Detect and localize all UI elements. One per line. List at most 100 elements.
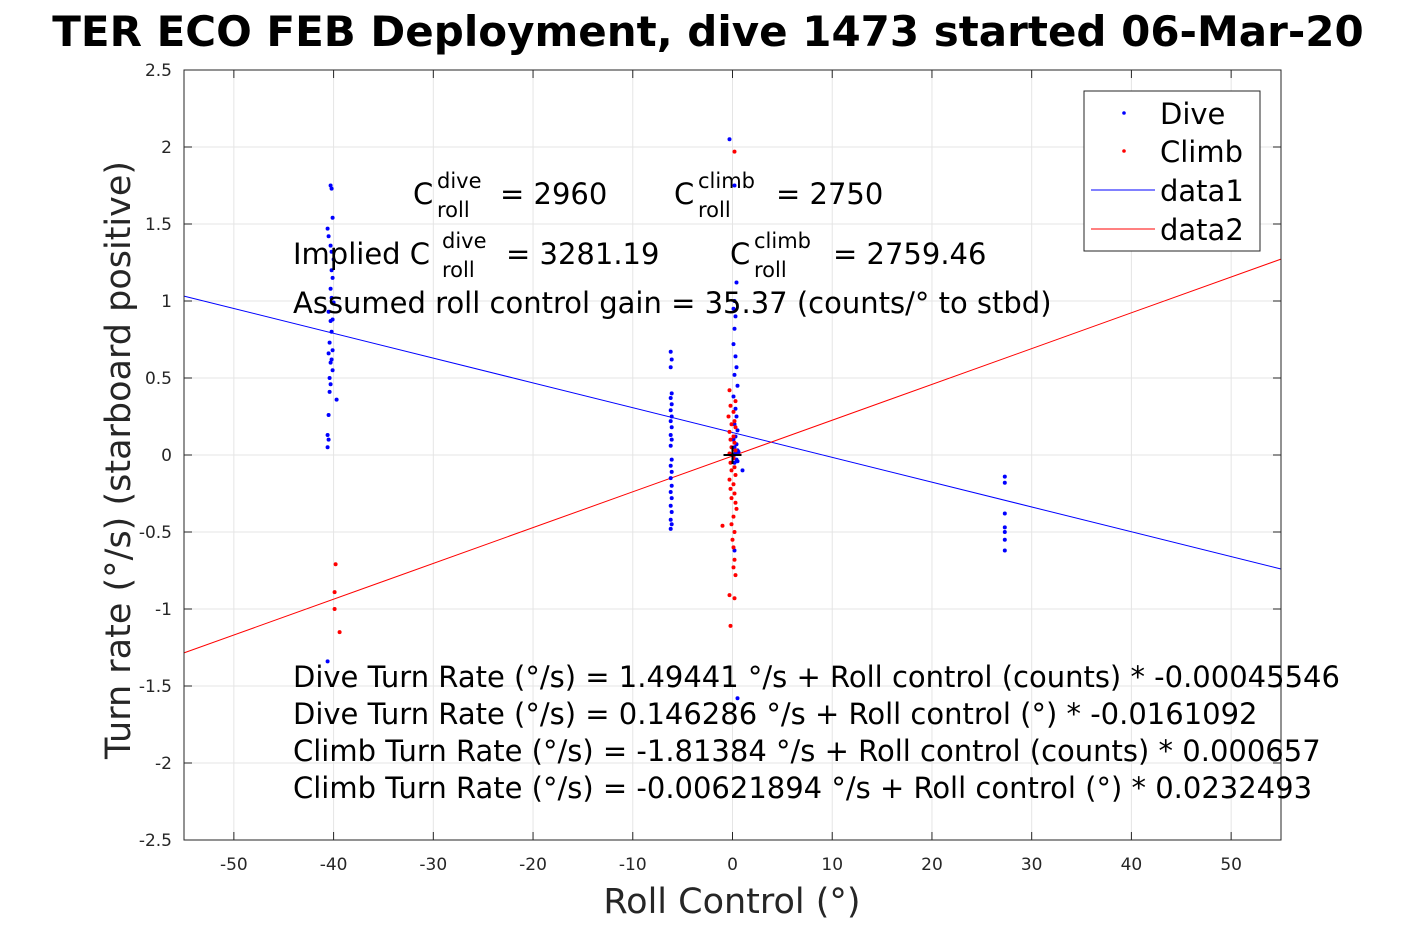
climb-point bbox=[731, 434, 736, 439]
dive-point bbox=[735, 696, 740, 701]
c-roll-dive-annotation: C dive roll = 2960 bbox=[413, 169, 607, 222]
dive-point bbox=[669, 391, 674, 396]
dive-point bbox=[668, 433, 673, 437]
c-roll-dive-sup: dive bbox=[437, 169, 482, 193]
x-tick-label: -10 bbox=[619, 855, 647, 875]
dive-point bbox=[668, 365, 673, 370]
climb-point bbox=[732, 530, 737, 534]
dive-point bbox=[328, 319, 333, 323]
dive-point bbox=[669, 414, 674, 419]
dive-fit-deg-annotation: Dive Turn Rate (°/s) = 0.146286 °/s + Ro… bbox=[293, 697, 1258, 731]
dive-point bbox=[325, 445, 330, 450]
implied-c-roll-dive-sub: roll bbox=[442, 258, 475, 282]
climb-point bbox=[733, 473, 738, 477]
dive-point bbox=[668, 503, 673, 508]
implied-c-roll-dive-value: = 3281.19 bbox=[506, 237, 659, 271]
dive-point bbox=[733, 354, 738, 359]
climb-point bbox=[728, 403, 733, 408]
dive-point bbox=[329, 295, 334, 300]
dive-point bbox=[734, 414, 739, 419]
climb-point bbox=[729, 496, 734, 501]
dive-point bbox=[326, 309, 331, 314]
climb-point bbox=[727, 593, 732, 598]
dive-point bbox=[331, 257, 336, 262]
dive-point bbox=[325, 659, 330, 664]
dive-point bbox=[669, 522, 674, 527]
climb-point bbox=[726, 414, 731, 419]
climb-point bbox=[734, 506, 739, 511]
dive-point bbox=[668, 526, 673, 531]
roll-gain-annotation: Assumed roll control gain = 35.37 (count… bbox=[293, 286, 1052, 320]
legend-data1-label: data1 bbox=[1160, 174, 1244, 208]
dive-point bbox=[329, 249, 334, 254]
x-tick-label: 0 bbox=[727, 855, 738, 875]
dive-point bbox=[329, 186, 334, 191]
x-tick-label: 20 bbox=[921, 855, 943, 875]
implied-c-roll-dive-prefix: Implied C bbox=[293, 237, 430, 271]
dive-point bbox=[668, 349, 673, 354]
y-tick-label: 2 bbox=[161, 138, 172, 158]
dive-point bbox=[727, 137, 732, 142]
y-tick-label: -0.5 bbox=[139, 523, 172, 543]
x-tick-label: 50 bbox=[1220, 855, 1242, 875]
climb-point bbox=[729, 422, 734, 427]
dive-point bbox=[668, 408, 673, 413]
dive-point bbox=[731, 342, 736, 347]
climb-fit-deg-annotation: Climb Turn Rate (°/s) = -0.00621894 °/s … bbox=[293, 771, 1312, 805]
climb-point bbox=[727, 429, 732, 434]
y-tick-label: -2.5 bbox=[139, 831, 172, 851]
climb-point bbox=[733, 500, 738, 505]
implied-c-roll-climb-sub: roll bbox=[754, 258, 787, 282]
y-tick-label: -1 bbox=[155, 600, 172, 620]
dive-point bbox=[334, 397, 339, 402]
dive-point bbox=[328, 360, 333, 365]
chart-title: TER ECO FEB Deployment, dive 1473 starte… bbox=[52, 7, 1363, 56]
dive-point bbox=[326, 351, 331, 356]
dive-point bbox=[669, 357, 674, 362]
climb-point bbox=[731, 482, 736, 487]
dive-point bbox=[736, 449, 741, 454]
x-tick-label: 10 bbox=[821, 855, 843, 875]
axis-ticks: -50 -40 -30 -20 -10 0 10 20 30 40 50-2.5-2-1.5-1-0… bbox=[139, 61, 1281, 875]
dive-point bbox=[327, 340, 332, 345]
legend: Dive Climb data1 data2 bbox=[1083, 90, 1261, 252]
dive-point bbox=[326, 437, 331, 442]
dive-point bbox=[331, 300, 336, 305]
climb-point bbox=[732, 465, 737, 470]
climb-point bbox=[731, 514, 736, 519]
y-axis-label: Turn rate (°/s) (starboard positive) bbox=[99, 161, 139, 760]
climb-point bbox=[728, 623, 733, 628]
climb-point bbox=[729, 468, 734, 473]
implied-c-roll-climb-sup: climb bbox=[754, 229, 811, 253]
climb-point bbox=[732, 557, 737, 562]
climb-point bbox=[733, 573, 738, 578]
dive-point bbox=[731, 306, 736, 311]
dive-point bbox=[328, 382, 333, 387]
implied-c-roll-dive-annotation: Implied C dive roll = 3281.19 bbox=[293, 229, 659, 282]
climb-point bbox=[733, 399, 738, 404]
x-tick-label: -40 bbox=[320, 855, 348, 875]
dive-point bbox=[669, 510, 674, 514]
dive-point bbox=[669, 457, 674, 462]
dive-point bbox=[732, 548, 737, 553]
x-axis-label: Roll Control (°) bbox=[603, 882, 860, 922]
dive-point bbox=[735, 428, 740, 433]
dive-point bbox=[329, 268, 334, 273]
dive-point bbox=[669, 496, 674, 501]
climb-point bbox=[732, 419, 737, 424]
dive-point bbox=[330, 215, 335, 220]
climb-point bbox=[332, 590, 337, 595]
svg-text:C: C bbox=[413, 177, 433, 211]
y-tick-label: 1 bbox=[161, 292, 172, 312]
dive-point bbox=[327, 389, 332, 394]
dive-point bbox=[669, 483, 674, 488]
climb-point bbox=[732, 440, 737, 445]
dive-point bbox=[732, 183, 737, 188]
dive-point bbox=[1002, 530, 1007, 534]
x-tick-label: 40 bbox=[1121, 855, 1143, 875]
climb-point bbox=[337, 630, 342, 635]
dive-point bbox=[732, 326, 737, 331]
climb-point bbox=[733, 448, 738, 453]
dive-point bbox=[734, 280, 739, 285]
dive-point bbox=[1002, 480, 1007, 485]
